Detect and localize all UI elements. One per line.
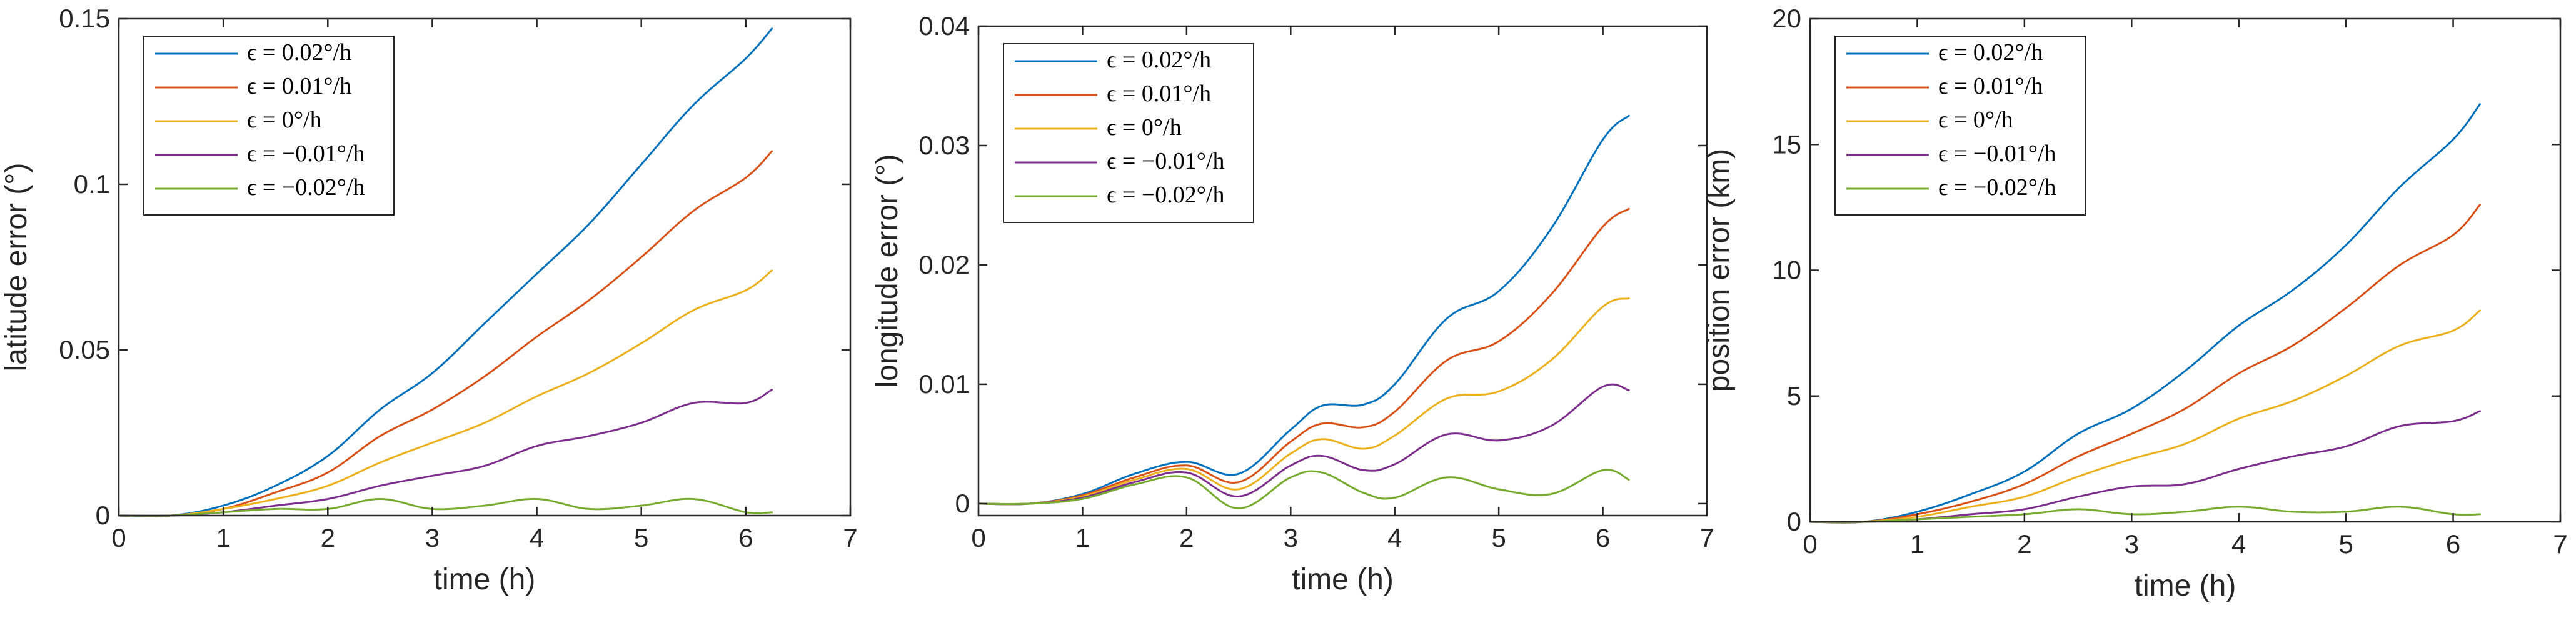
- position-legend-label-2: ϵ = 0°/h: [1938, 107, 2013, 133]
- position-legend-label-3: ϵ = −0.01°/h: [1938, 141, 2056, 167]
- position-legend-box: [1834, 36, 2086, 216]
- position-x-tick-label: 4: [2231, 529, 2246, 559]
- latitude-y-axis-label: latitude error (°): [0, 163, 33, 372]
- position-legend: ϵ = 0.02°/h ϵ = 0.01°/h ϵ = 0°/h ϵ = −0.01°…: [1834, 36, 2086, 216]
- position-x-tick-label: 5: [2338, 529, 2353, 559]
- latitude-series-line-2: [118, 269, 773, 517]
- latitude-axes-box: [118, 17, 852, 517]
- position-x-tick-label: 2: [2017, 529, 2031, 559]
- position-legend-label-1: ϵ = 0.01°/h: [1938, 73, 2043, 99]
- position-series-line-1: [1809, 204, 2481, 524]
- longitude-legend-label-3: ϵ = −0.01°/h: [1107, 148, 1225, 174]
- longitude-axes-box: [977, 25, 1708, 517]
- longitude-legend-label-4: ϵ = −0.02°/h: [1107, 182, 1225, 208]
- latitude-x-axis-label: time (h): [434, 563, 536, 596]
- longitude-x-tick-label: 3: [1284, 523, 1298, 552]
- longitude-x-tick-label: 7: [1699, 523, 1714, 552]
- latitude-legend-label-3: ϵ = −0.01°/h: [247, 141, 365, 167]
- longitude-x-tick-label: 4: [1387, 523, 1402, 552]
- latitude-error-chart: 0 1 2 3 4 5 6 7 0 0.05 0.1 0.15 time (h) latitude err…: [0, 4, 858, 596]
- latitude-legend-box: [143, 36, 395, 216]
- position-legend-label-0: ϵ = 0.02°/h: [1938, 39, 2043, 66]
- longitude-y-tick-label: 0: [955, 489, 970, 518]
- latitude-legend-label-0: ϵ = 0.02°/h: [247, 39, 351, 66]
- position-x-tick-label: 3: [2125, 529, 2139, 559]
- position-y-tick-label: 0: [1787, 507, 1801, 536]
- latitude-legend-label-2: ϵ = 0°/h: [247, 107, 322, 133]
- position-y-axis-label: position error (km): [1703, 149, 1736, 392]
- longitude-series-line-3: [977, 383, 1630, 506]
- longitude-x-tick-label: 2: [1179, 523, 1194, 552]
- latitude-x-tick-label: 7: [843, 523, 857, 552]
- longitude-error-chart: 0 1 2 3 4 5 6 7 0 0.01 0.02 0.03 0.04 time (h) longitu…: [871, 11, 1714, 596]
- latitude-x-tick-label: 0: [111, 523, 126, 552]
- latitude-legend-label-1: ϵ = 0.01°/h: [247, 73, 351, 99]
- position-x-tick-label: 7: [2553, 529, 2567, 559]
- longitude-x-tick-label: 6: [1596, 523, 1610, 552]
- longitude-y-tick-label: 0.04: [918, 11, 970, 41]
- latitude-x-tick-label: 5: [634, 523, 648, 552]
- longitude-legend-label-0: ϵ = 0.02°/h: [1107, 47, 1211, 73]
- latitude-series-line-0: [118, 27, 773, 517]
- latitude-y-tick-label: 0.1: [74, 169, 110, 199]
- position-error-chart: 0 1 2 3 4 5 6 7 0 5 10 15 20 time (h) position error (…: [1703, 4, 2568, 602]
- position-legend-label-4: ϵ = −0.02°/h: [1938, 174, 2056, 201]
- longitude-y-tick-label: 0.01: [918, 369, 970, 399]
- position-y-tick-label: 5: [1787, 381, 1801, 411]
- position-x-tick-label: 0: [1803, 529, 1817, 559]
- position-x-tick-label: 1: [1910, 529, 1924, 559]
- latitude-legend-label-4: ϵ = −0.02°/h: [247, 174, 365, 201]
- position-y-tick-label: 15: [1772, 129, 1801, 159]
- longitude-x-tick-label: 1: [1075, 523, 1090, 552]
- longitude-y-tick-label: 0.03: [918, 131, 970, 160]
- position-series-line-4: [1809, 506, 2481, 523]
- latitude-series-line-4: [118, 497, 773, 517]
- longitude-legend-label-2: ϵ = 0°/h: [1107, 114, 1182, 141]
- latitude-x-tick-label: 2: [321, 523, 335, 552]
- position-y-tick-label: 10: [1772, 256, 1801, 285]
- latitude-legend: ϵ = 0.02°/h ϵ = 0.01°/h ϵ = 0°/h ϵ = −0.01°…: [143, 36, 395, 216]
- latitude-y-tick-label: 0.15: [59, 4, 110, 33]
- longitude-y-axis-label: longitude error (°): [871, 154, 904, 387]
- longitude-series-line-2: [977, 297, 1630, 506]
- longitude-legend-box: [1003, 43, 1254, 223]
- longitude-legend-label-1: ϵ = 0.01°/h: [1107, 81, 1211, 107]
- latitude-x-tick-label: 4: [530, 523, 544, 552]
- position-series-line-2: [1809, 309, 2481, 524]
- latitude-x-tick-label: 1: [216, 523, 230, 552]
- latitude-x-tick-label: 3: [425, 523, 440, 552]
- longitude-x-axis-label: time (h): [1292, 563, 1394, 596]
- longitude-legend: ϵ = 0.02°/h ϵ = 0.01°/h ϵ = 0°/h ϵ = −0.01°…: [1003, 43, 1254, 223]
- latitude-x-tick-label: 6: [738, 523, 753, 552]
- longitude-series-line-0: [977, 114, 1630, 506]
- position-y-tick-label: 20: [1772, 4, 1801, 33]
- longitude-y-tick-label: 0.02: [918, 250, 970, 279]
- longitude-series-line-1: [977, 207, 1630, 506]
- latitude-y-tick-label: 0: [96, 501, 110, 530]
- position-x-axis-label: time (h): [2135, 569, 2236, 602]
- longitude-series-line-4: [977, 469, 1630, 509]
- longitude-x-tick-label: 0: [971, 523, 985, 552]
- position-x-tick-label: 6: [2446, 529, 2460, 559]
- longitude-x-tick-label: 5: [1491, 523, 1506, 552]
- position-series-line-0: [1809, 103, 2481, 524]
- latitude-y-tick-label: 0.05: [59, 335, 110, 364]
